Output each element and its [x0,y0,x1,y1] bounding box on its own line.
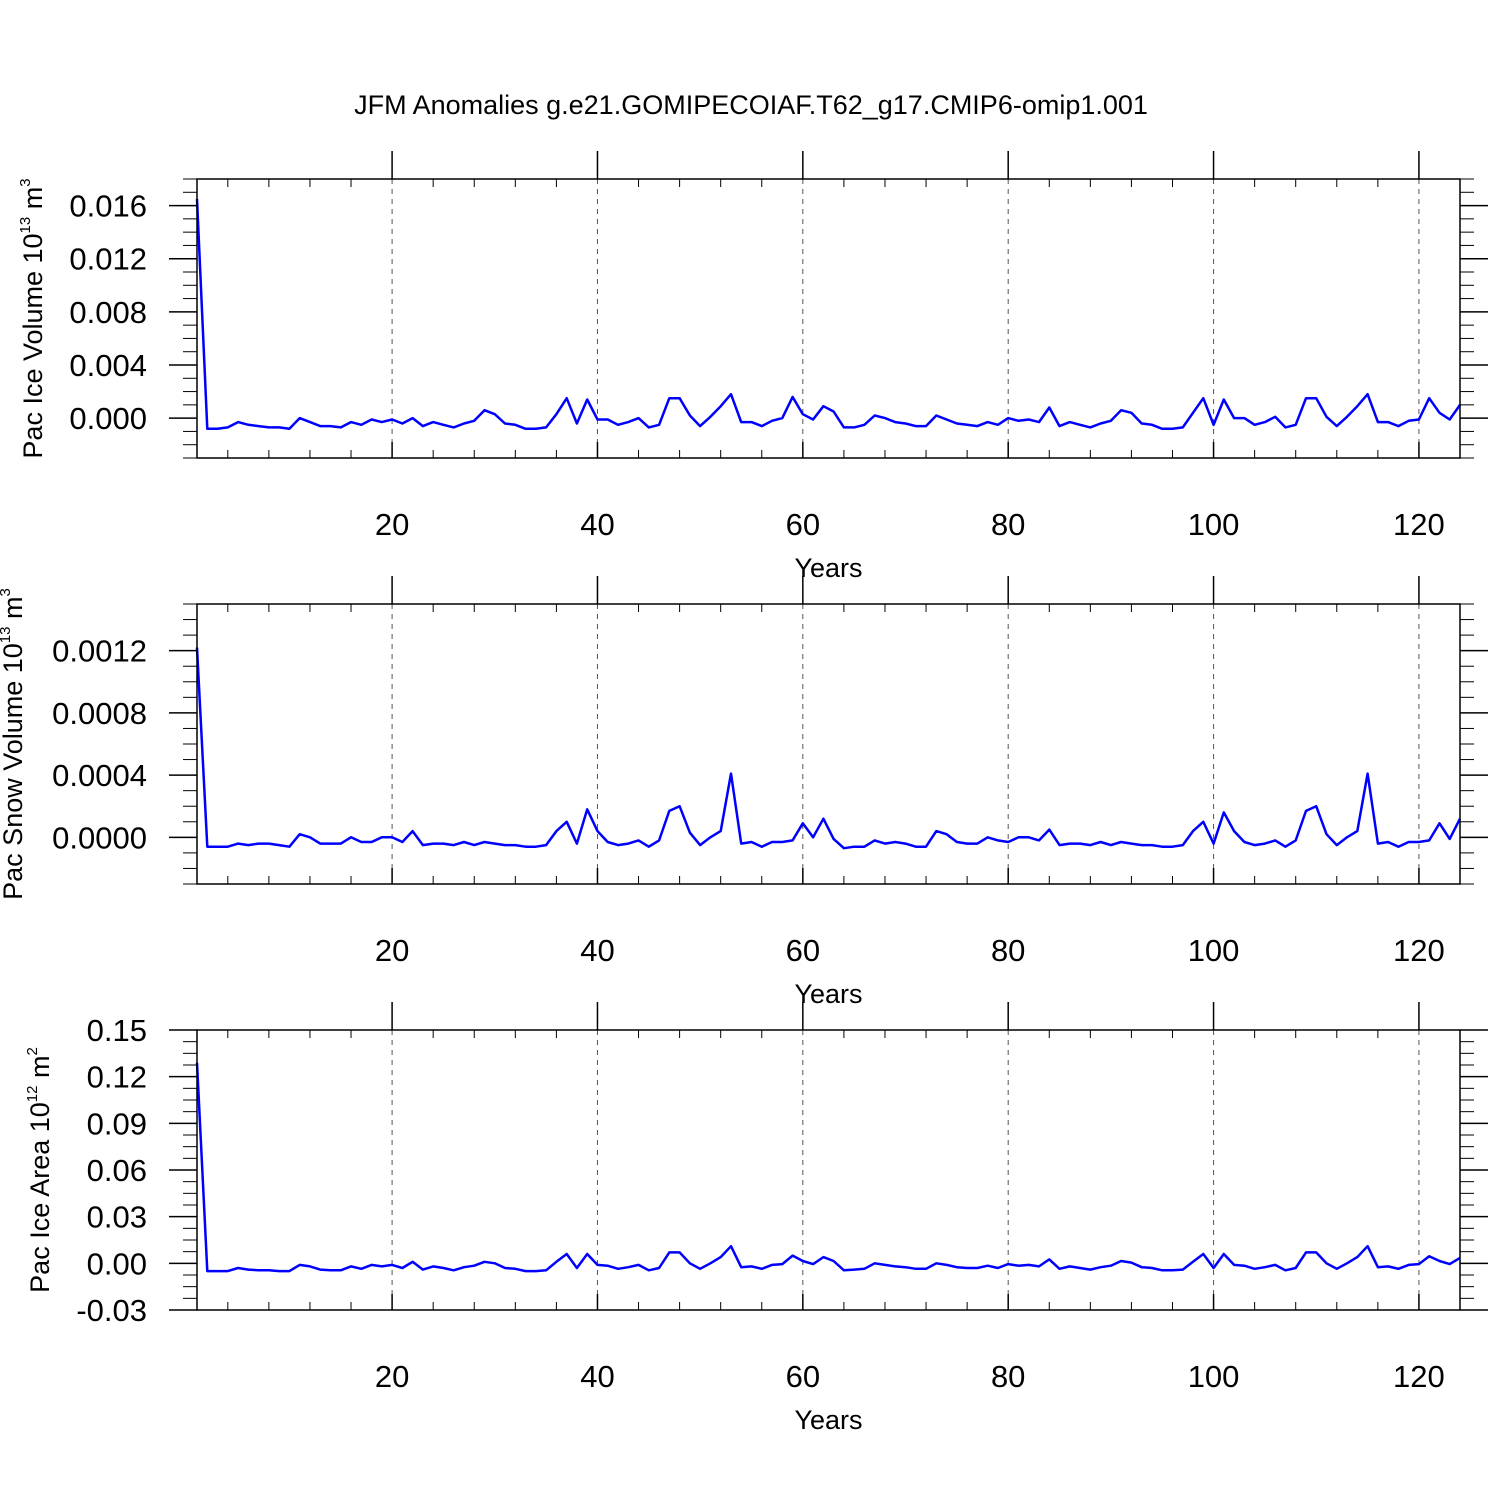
y-tick-label: 0.0000 [52,820,147,855]
x-tick-label: 20 [375,1359,409,1394]
y-axis-label-main: Pac Snow Volume 10 [0,643,28,900]
y-tick-label: 0.06 [87,1153,147,1188]
x-tick-label: 120 [1393,1359,1445,1394]
y-tick-label: 0.004 [69,348,147,383]
x-tick-label: 20 [375,933,409,968]
y-axis-label-unit: m [0,596,28,626]
x-tick-label: 20 [375,507,409,542]
y-axis-label: Pac Ice Volume 1013 m3 [17,178,48,458]
panel-grid [391,179,1420,458]
x-tick-label: 100 [1188,1359,1240,1394]
x-axis-label: Years [794,979,862,1009]
y-tick-label: 0.0012 [52,634,147,669]
y-axis-label-unit-exponent: 3 [0,588,14,596]
x-tick-label: 80 [991,507,1025,542]
panel-ticks: 20 40 60 80 100 120 -0.03 0.00 0.03 0.06 0.09 0.12 0… [76,1002,1488,1394]
x-axis-label: Years [794,1405,862,1435]
y-axis-label-unit: m [25,1056,55,1086]
series-line-snow-volume [195,647,1462,850]
x-tick-label: 60 [786,933,820,968]
y-tick-label: 0.012 [69,242,147,277]
y-axis-label-exponent: 12 [24,1086,41,1103]
y-axis-label-exponent: 13 [17,217,34,234]
panel-ticks: 20 40 60 80 100 120 0.0000 0.0004 0.0008 0.0012 [52,576,1488,968]
y-tick-label: 0.0008 [52,696,147,731]
x-tick-label: 100 [1188,507,1240,542]
x-tick-label: 80 [991,933,1025,968]
y-tick-label: 0.016 [69,189,147,224]
plot-frame [196,1029,1461,1311]
series-line-ice-area [195,1062,1461,1273]
x-tick-label: 40 [580,1359,614,1394]
x-tick-label: 80 [991,1359,1025,1394]
x-tick-label: 40 [580,933,614,968]
y-tick-label: 0.12 [87,1060,147,1095]
y-axis-label: Pac Snow Volume 1013 m3 [0,588,28,900]
x-tick-label: 120 [1393,507,1445,542]
y-tick-label: 0.09 [87,1106,147,1141]
x-tick-label: 60 [786,1359,820,1394]
y-axis-label-main: Pac Ice Volume 10 [18,233,48,458]
panel-grid [391,604,1420,884]
y-tick-label: 0.00 [87,1246,147,1281]
y-axis-label-main: Pac Ice Area 10 [25,1102,55,1293]
y-tick-label: 0.0004 [52,758,147,793]
y-tick-label: 0.000 [69,401,147,436]
y-axis-label-unit: m [18,187,48,217]
x-tick-label: 120 [1393,933,1445,968]
x-axis-label: Years [794,553,862,583]
y-axis-label-unit-exponent: 2 [24,1047,41,1055]
y-tick-label: 0.15 [87,1013,147,1048]
y-tick-label: -0.03 [76,1293,147,1328]
x-tick-label: 40 [580,507,614,542]
panel-ice-area: 20 40 60 80 100 120 -0.03 0.00 0.03 0.06 0.09 0.12 0… [24,1002,1488,1435]
y-axis-label: Pac Ice Area 1012 m2 [24,1047,55,1293]
x-tick-label: 60 [786,507,820,542]
panel-snow-volume: 20 40 60 80 100 120 0.0000 0.0004 0.0008 0.0012 Y… [0,576,1488,1009]
plot-frame [196,603,1461,885]
series-line-ice-volume [195,198,1462,431]
y-axis-label-unit-exponent: 3 [17,178,34,186]
panel-ticks: 20 40 60 80 100 120 0.000 0.004 0.008 0.012 0.016 [69,151,1488,542]
y-tick-label: 0.008 [69,295,147,330]
y-axis-label-exponent: 13 [0,626,14,643]
panel-ice-volume: 20 40 60 80 100 1200.0000.0040.0080.0120.016 … [17,151,1488,583]
figure-title: JFM Anomalies g.e21.GOMIPECOIAF.T62_g17.… [354,90,1148,120]
plot-frame [196,178,1461,459]
x-tick-label: 100 [1188,933,1240,968]
y-tick-label: 0.03 [87,1200,147,1235]
